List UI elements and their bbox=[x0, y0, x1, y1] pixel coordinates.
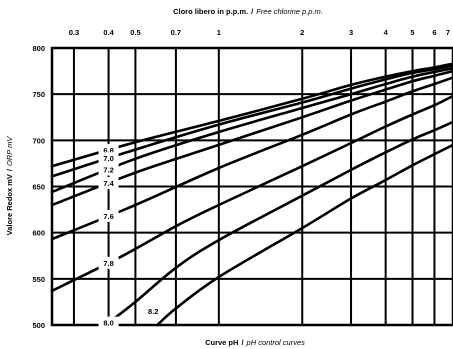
y-tick-label: 500 bbox=[32, 321, 45, 330]
x-tick-label: 5 bbox=[410, 28, 414, 37]
x-tick-label: 2 bbox=[300, 28, 304, 37]
x-tick-label: 6 bbox=[432, 28, 436, 37]
ph-label-7-0: 7.0 bbox=[103, 154, 113, 163]
curve-ph-8-0 bbox=[104, 120, 453, 327]
curve-ph-7-2 bbox=[50, 67, 453, 194]
chart-title: Cloro libero in p.p.m. / Free chlorine p.p… bbox=[173, 7, 323, 16]
curve-ph-7-8 bbox=[50, 94, 453, 293]
y-tick-label: 700 bbox=[32, 136, 45, 145]
curve-ph-7-0 bbox=[50, 64, 453, 178]
ph-label-7-6: 7.6 bbox=[103, 212, 113, 221]
ph-curves bbox=[50, 62, 453, 327]
y-axis-label: Valore Redox mV/ORP mV bbox=[5, 136, 14, 236]
ph-label-box bbox=[143, 305, 164, 318]
x-tick-label: 0.3 bbox=[69, 28, 79, 37]
y-tick-label: 750 bbox=[32, 90, 45, 99]
ph-label-8-0: 8.0 bbox=[103, 319, 113, 328]
ph-label-7-8: 7.8 bbox=[103, 259, 113, 268]
ph-label-box bbox=[98, 256, 119, 269]
ph-labels: 6.87.0 7.2 7.4 7.6 7.8 8.0 8.2 bbox=[98, 143, 164, 329]
ph-label-box bbox=[98, 316, 119, 329]
curve-ph-7-4 bbox=[50, 69, 453, 207]
x-tick-label: 4 bbox=[384, 28, 389, 37]
curve-ph-6-8 bbox=[50, 62, 453, 168]
y-tick-label: 650 bbox=[32, 183, 45, 192]
y-tick-label: 800 bbox=[32, 44, 45, 53]
x-tick-label: 0.5 bbox=[130, 28, 140, 37]
curve-ph-8-2 bbox=[156, 143, 453, 327]
ph-label-7-4: 7.4 bbox=[103, 179, 114, 188]
ph-label-7-2: 7.2 bbox=[103, 166, 113, 175]
tick-labels: 0.3 0.4 0.5 0.7 1 2 3 4 5 6 7 500 550 600 650 700 750 800 bbox=[32, 28, 450, 330]
ph-label-box bbox=[98, 177, 119, 190]
x-tick-label: 1 bbox=[217, 28, 221, 37]
ph-label-8-2: 8.2 bbox=[148, 307, 158, 316]
y-tick-label: 550 bbox=[32, 275, 45, 284]
x-tick-label: 7 bbox=[446, 28, 450, 37]
ph-label-6-8: 6.8 bbox=[103, 146, 113, 155]
x-tick-label: 3 bbox=[349, 28, 353, 37]
ph-label-box bbox=[98, 163, 119, 176]
ph-label-box bbox=[98, 209, 119, 222]
x-axis-label: Curve pH / pH control curves bbox=[205, 338, 305, 347]
x-tick-label: 0.4 bbox=[103, 28, 114, 37]
grid bbox=[52, 47, 453, 326]
ph-label-box bbox=[98, 152, 119, 165]
x-tick-label: 0.7 bbox=[171, 28, 181, 37]
y-tick-label: 600 bbox=[32, 229, 45, 238]
curve-ph-7-6 bbox=[50, 76, 453, 241]
